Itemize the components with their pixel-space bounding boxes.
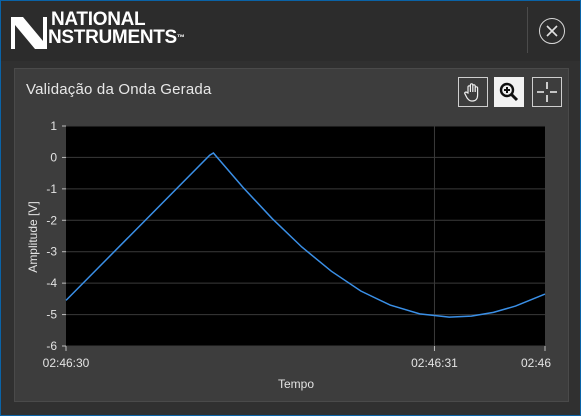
graph-title: Validação da Onda Gerada (26, 81, 212, 98)
series-line (65, 152, 546, 318)
y-tick-label: 1 (50, 119, 57, 133)
y-tick-label: -5 (46, 308, 57, 322)
y-tick-label: -6 (46, 339, 57, 353)
logo-line1: NATIONAL (51, 9, 146, 30)
y-tick-label: -1 (46, 182, 57, 196)
hand-icon (464, 83, 479, 102)
x-tick-label: 02:46:31 (411, 356, 458, 370)
waveform-chart[interactable]: 1 0 -1 -2 -3 -4 -5 -6 02:46:30 02:46:31 02:46 Amp… (15, 69, 568, 401)
x-axis-ticks: 02:46:30 02:46:31 02:46 (43, 346, 551, 370)
y-axis-title: Amplitude [V] (26, 201, 40, 272)
titlebar-divider (527, 7, 528, 53)
close-icon (546, 25, 558, 37)
logo-line2: INSTRUMENTS™ (43, 27, 185, 48)
close-button[interactable] (539, 18, 565, 44)
y-tick-label: 0 (50, 150, 57, 164)
x-tick-label: 02:46:30 (43, 356, 90, 370)
pan-tool-button[interactable] (458, 77, 488, 107)
title-bar: NATIONAL INSTRUMENTS™ (1, 1, 580, 61)
graph-panel: Validação da Onda Gerada 1 0 -1 -2 -3 -4 -5 -6 … (14, 68, 569, 402)
grid-lines (66, 125, 545, 347)
y-axis-ticks: 1 0 -1 -2 -3 -4 -5 -6 (46, 119, 66, 353)
x-axis-title: Tempo (278, 377, 314, 391)
crosshair-icon (537, 82, 557, 102)
zoom-icon (499, 82, 519, 102)
x-tick-label: 02:46 (521, 356, 551, 370)
zoom-tool-button[interactable] (494, 77, 524, 107)
cursor-tool-button[interactable] (532, 77, 562, 107)
y-tick-label: -4 (46, 276, 57, 290)
plot-area (66, 126, 545, 346)
ni-logo: NATIONAL INSTRUMENTS™ (9, 9, 199, 53)
y-tick-label: -2 (46, 213, 57, 227)
y-tick-label: -3 (46, 245, 57, 259)
eagle-logo-icon (11, 17, 47, 49)
